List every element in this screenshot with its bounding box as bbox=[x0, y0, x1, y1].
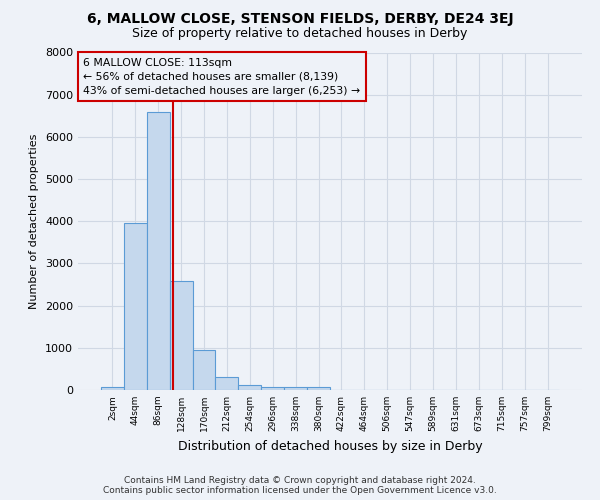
Bar bbox=[307, 388, 330, 390]
Bar bbox=[261, 387, 284, 390]
Y-axis label: Number of detached properties: Number of detached properties bbox=[29, 134, 40, 309]
Text: Contains HM Land Registry data © Crown copyright and database right 2024.
Contai: Contains HM Land Registry data © Crown c… bbox=[103, 476, 497, 495]
X-axis label: Distribution of detached houses by size in Derby: Distribution of detached houses by size … bbox=[178, 440, 482, 452]
Bar bbox=[101, 387, 124, 390]
Bar bbox=[215, 376, 238, 390]
Text: 6 MALLOW CLOSE: 113sqm
← 56% of detached houses are smaller (8,139)
43% of semi-: 6 MALLOW CLOSE: 113sqm ← 56% of detached… bbox=[83, 58, 360, 96]
Bar bbox=[284, 388, 307, 390]
Text: Size of property relative to detached houses in Derby: Size of property relative to detached ho… bbox=[133, 28, 467, 40]
Bar bbox=[193, 350, 215, 390]
Bar bbox=[124, 224, 147, 390]
Bar bbox=[170, 281, 193, 390]
Bar bbox=[238, 384, 261, 390]
Text: 6, MALLOW CLOSE, STENSON FIELDS, DERBY, DE24 3EJ: 6, MALLOW CLOSE, STENSON FIELDS, DERBY, … bbox=[86, 12, 514, 26]
Bar bbox=[147, 112, 170, 390]
